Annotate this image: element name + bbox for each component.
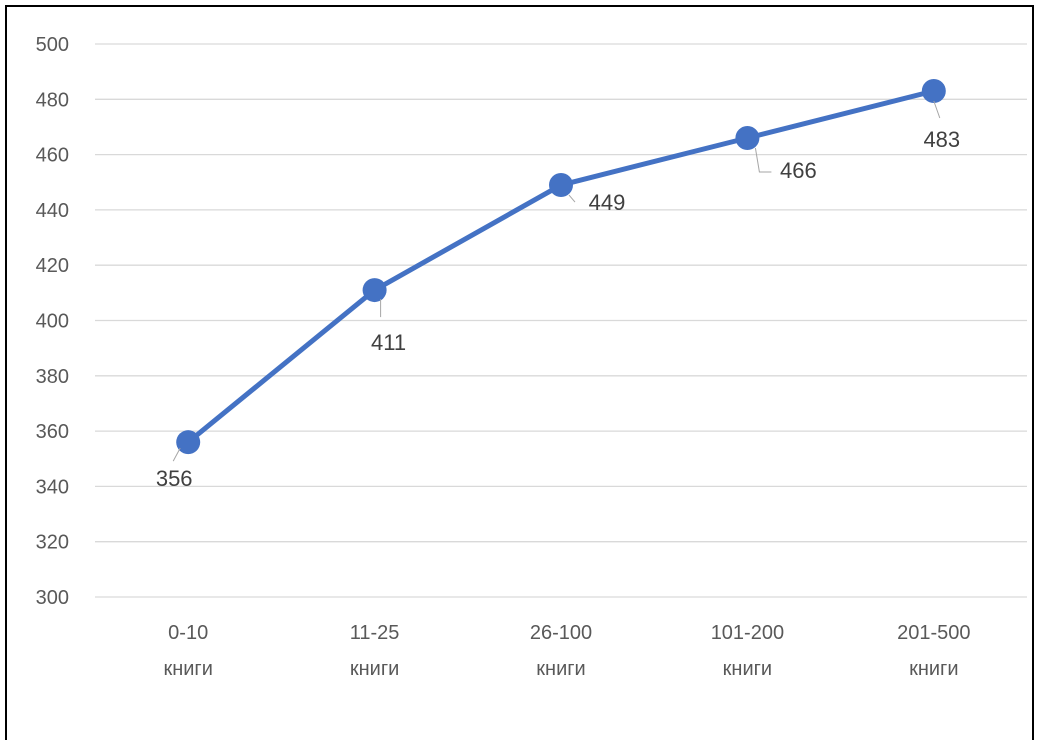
y-tick-label-360: 360 (36, 421, 69, 443)
x-tick-label-3-1: книги (723, 658, 772, 680)
data-point-2 (549, 173, 573, 198)
y-tick-label-320: 320 (36, 532, 69, 554)
y-tick-label-500: 500 (36, 34, 69, 56)
x-tick-label-0-0: 0-10 (168, 622, 208, 644)
data-label-0: 356 (156, 466, 193, 491)
leader-line-0 (172, 447, 181, 462)
gridlines (95, 43, 1027, 598)
data-point-1 (362, 278, 387, 303)
y-tick-label-480: 480 (36, 89, 69, 111)
y-axis: 300 320 340 360 380 400 420 440 460 480 500 (36, 34, 69, 609)
series-line (176, 79, 946, 455)
data-point-0 (176, 430, 201, 455)
data-labels: 356 411 449 466 483 (156, 100, 960, 491)
x-tick-label-3-0: 101-200 (711, 622, 784, 644)
x-tick-label-1-0: 11-25 (350, 622, 400, 644)
data-label-2: 449 (589, 190, 626, 215)
leader-line-4 (933, 100, 941, 119)
y-tick-label-460: 460 (36, 145, 69, 167)
data-point-4 (921, 79, 946, 104)
y-tick-label-400: 400 (36, 311, 69, 333)
y-tick-label-340: 340 (36, 476, 69, 498)
x-tick-label-2-0: 26-100 (530, 622, 592, 644)
data-label-3: 466 (780, 158, 817, 183)
leader-line-2 (568, 194, 576, 203)
x-tick-label-4-0: 201-500 (897, 622, 970, 644)
x-tick-label-2-1: книги (536, 658, 585, 680)
y-tick-label-440: 440 (36, 200, 69, 222)
data-label-1: 411 (371, 330, 406, 355)
x-tick-label-0-1: книги (163, 658, 212, 680)
line-chart: 300 320 340 360 380 400 420 440 460 480 500 0-10 кн… (36, 34, 1027, 680)
y-tick-label-300: 300 (36, 587, 69, 609)
leader-line-3 (754, 147, 772, 173)
chart-frame: 300 320 340 360 380 400 420 440 460 480 500 0-10 кн… (5, 5, 1034, 740)
x-axis: 0-10 книги 11-25 книги 26-100 книги 101-200 кни… (163, 622, 970, 680)
data-point-3 (735, 126, 760, 151)
data-label-4: 483 (923, 127, 960, 152)
x-tick-label-4-1: книги (909, 658, 958, 680)
x-tick-label-1-1: книги (350, 658, 399, 680)
series-polyline (186, 88, 935, 445)
y-tick-label-420: 420 (36, 255, 69, 277)
y-tick-label-380: 380 (36, 366, 69, 388)
